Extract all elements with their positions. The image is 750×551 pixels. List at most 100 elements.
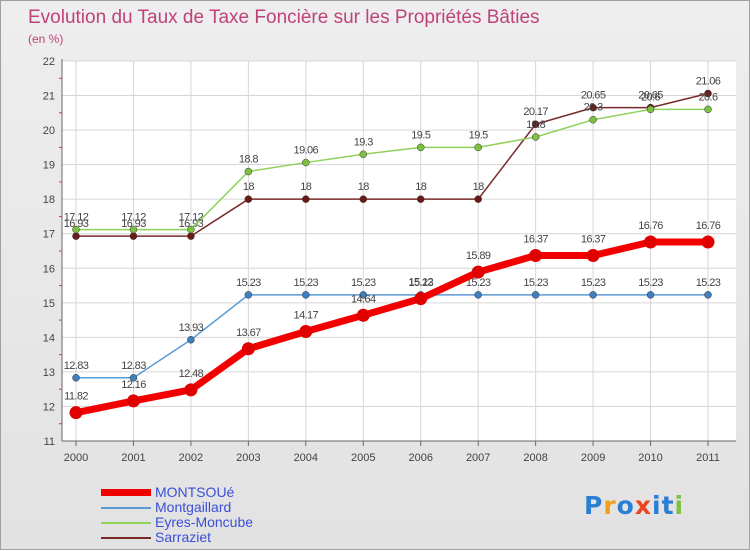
- data-point: [589, 115, 597, 124]
- legend-label: MONTSOUé: [155, 484, 235, 500]
- data-label: 12.16: [121, 379, 146, 391]
- y-tick-label: 12: [43, 401, 55, 413]
- data-label: 16.76: [696, 220, 721, 232]
- data-label: 12.83: [121, 360, 146, 372]
- data-point: [586, 248, 600, 262]
- legend-swatch: [101, 521, 151, 524]
- x-tick-label: 2007: [466, 452, 490, 464]
- data-point: [474, 195, 482, 203]
- data-point: [359, 195, 368, 203]
- data-point: [701, 235, 715, 249]
- data-point: [646, 291, 655, 299]
- data-point: [184, 383, 198, 397]
- y-tick-label: 16: [43, 263, 55, 275]
- data-point: [704, 105, 712, 114]
- data-label: 16.93: [121, 218, 146, 230]
- data-label: 16.76: [638, 220, 663, 232]
- data-point: [129, 374, 138, 382]
- data-point: [72, 225, 80, 234]
- data-label: 17.12: [64, 212, 89, 224]
- data-point: [302, 158, 310, 167]
- data-point: [244, 195, 253, 203]
- data-label: 20.65: [581, 90, 606, 102]
- y-tick-label: 22: [43, 56, 55, 68]
- x-tick-label: 2011: [696, 452, 720, 464]
- legend-label: Montgaillard: [155, 499, 232, 515]
- data-point: [531, 120, 540, 128]
- data-point: [359, 291, 368, 299]
- data-label: 18: [415, 181, 427, 193]
- data-label: 19.5: [469, 129, 488, 141]
- y-tick-label: 19: [43, 160, 55, 172]
- data-point: [529, 248, 543, 262]
- data-label: 20.65: [638, 90, 663, 102]
- data-point: [416, 143, 425, 152]
- data-label: 16.93: [64, 218, 89, 230]
- data-label: 19.06: [294, 145, 319, 157]
- data-point: [416, 195, 425, 203]
- data-point: [589, 103, 597, 112]
- proxiti-logo: Proxiti: [584, 491, 685, 520]
- x-tick-label: 2010: [638, 452, 662, 464]
- x-tick-label: 2004: [294, 452, 318, 464]
- data-point: [129, 232, 138, 240]
- data-label: 16.37: [581, 233, 606, 245]
- data-label: 14.64: [351, 293, 376, 305]
- y-tick-label: 17: [43, 229, 55, 241]
- data-label: 15.12: [408, 277, 433, 289]
- x-tick-label: 2001: [121, 452, 145, 464]
- data-point: [414, 292, 428, 306]
- series-line: [76, 92, 709, 237]
- data-label: 15.23: [408, 277, 433, 289]
- data-point: [644, 235, 658, 249]
- y-tick-label: 18: [43, 194, 55, 206]
- data-label: 20.17: [523, 106, 548, 118]
- data-point: [72, 232, 80, 240]
- data-point: [187, 225, 195, 234]
- data-point: [299, 324, 313, 338]
- y-tick-label: 15: [43, 298, 55, 310]
- data-point: [126, 394, 140, 408]
- data-label: 16.37: [523, 233, 548, 245]
- legend-item: Montgaillard: [101, 500, 253, 515]
- data-point: [531, 291, 540, 299]
- data-point: [244, 291, 253, 299]
- data-point: [471, 265, 485, 279]
- data-point: [69, 406, 83, 420]
- data-label: 15.23: [523, 277, 548, 289]
- data-label: 13.67: [236, 327, 261, 339]
- data-label: 16.93: [179, 218, 204, 230]
- data-label: 19.8: [526, 119, 545, 131]
- x-tick-label: 2003: [236, 452, 260, 464]
- legend-item: MONTSOUé: [101, 485, 253, 500]
- data-label: 11.82: [64, 391, 88, 403]
- data-point: [187, 232, 195, 240]
- data-label: 12.48: [179, 368, 204, 380]
- y-tick-label: 11: [44, 436, 55, 448]
- legend-swatch: [101, 489, 151, 496]
- data-label: 18: [473, 181, 485, 193]
- data-point: [704, 89, 712, 98]
- data-point: [359, 150, 368, 159]
- data-label: 15.23: [638, 277, 663, 289]
- data-point: [646, 105, 655, 114]
- data-label: 15.23: [581, 277, 606, 289]
- data-label: 15.89: [466, 250, 491, 262]
- data-point: [356, 308, 370, 322]
- data-point: [129, 225, 138, 234]
- data-point: [704, 291, 712, 299]
- legend-label: Eyres-Moncube: [155, 514, 254, 530]
- x-tick-label: 2006: [408, 452, 432, 464]
- y-tick-label: 21: [43, 91, 55, 103]
- series-line: [75, 238, 708, 417]
- data-label: 21.06: [696, 75, 721, 87]
- legend-item: Eyres-Moncube: [101, 515, 253, 530]
- chart-unit-label: (en %): [28, 32, 64, 46]
- data-point: [531, 133, 540, 141]
- y-tick-label: 13: [43, 367, 55, 379]
- data-label: 18: [243, 181, 255, 193]
- data-point: [241, 342, 255, 356]
- chart-legend: MONTSOUé Montgaillard Eyres-Moncube Sarrazi…: [101, 485, 253, 545]
- data-label: 20.6: [641, 91, 660, 103]
